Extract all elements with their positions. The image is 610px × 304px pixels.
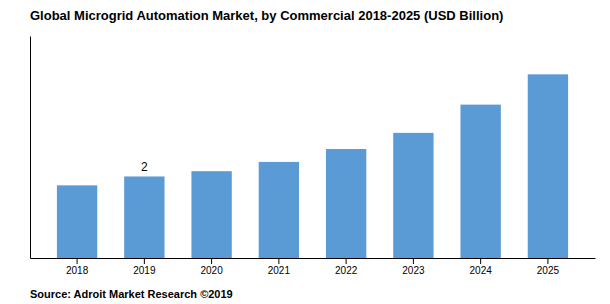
bar — [460, 105, 500, 258]
bar — [259, 162, 299, 258]
x-tick-mark — [547, 258, 548, 264]
annotation: 2 — [141, 160, 148, 174]
x-tick: 2020 — [200, 258, 223, 276]
x-axis: 2018 2019 2020 2021 2022 2023 2024 2025 — [31, 258, 596, 276]
x-tick: 2024 — [470, 258, 493, 276]
bars — [57, 74, 568, 258]
x-tick-mark — [278, 258, 279, 264]
source: Source: Adroit Market Research ©2019 — [30, 288, 233, 300]
title: Global Microgrid Automation Market, by C… — [30, 8, 503, 23]
bar — [326, 149, 366, 258]
x-tick: 2025 — [537, 258, 560, 276]
bar — [124, 176, 164, 258]
bar — [57, 185, 97, 258]
x-tick-mark — [144, 258, 145, 264]
x-tick-label: 2018 — [66, 265, 89, 276]
x-tick-mark — [346, 258, 347, 264]
bar — [393, 133, 433, 258]
x-tick-mark — [413, 258, 414, 264]
x-tick: 2022 — [335, 258, 358, 276]
x-tick-label: 2020 — [200, 265, 223, 276]
x-tick-label: 2021 — [268, 265, 291, 276]
x-tick: 2023 — [402, 258, 425, 276]
x-axis-line — [31, 258, 596, 259]
x-tick-label: 2022 — [335, 265, 358, 276]
x-tick-mark — [77, 258, 78, 264]
chart: 2018 2019 2020 2021 2022 2023 2024 2025 2 Global … — [0, 0, 610, 304]
y-axis — [30, 37, 31, 259]
bar — [191, 171, 231, 258]
x-tick-mark — [480, 258, 481, 264]
annotations: 2 — [141, 160, 148, 174]
x-tick: 2018 — [66, 258, 89, 276]
x-tick: 2021 — [268, 258, 291, 276]
plot: 2018 2019 2020 2021 2022 2023 2024 2025 2 — [31, 37, 596, 277]
y-axis-line — [30, 37, 31, 259]
x-tick-label: 2019 — [133, 265, 156, 276]
x-tick-label: 2023 — [402, 265, 425, 276]
x-tick-label: 2025 — [537, 265, 560, 276]
bar — [528, 74, 568, 258]
x-tick-mark — [211, 258, 212, 264]
x-tick: 2019 — [133, 258, 156, 276]
x-tick-label: 2024 — [470, 265, 493, 276]
